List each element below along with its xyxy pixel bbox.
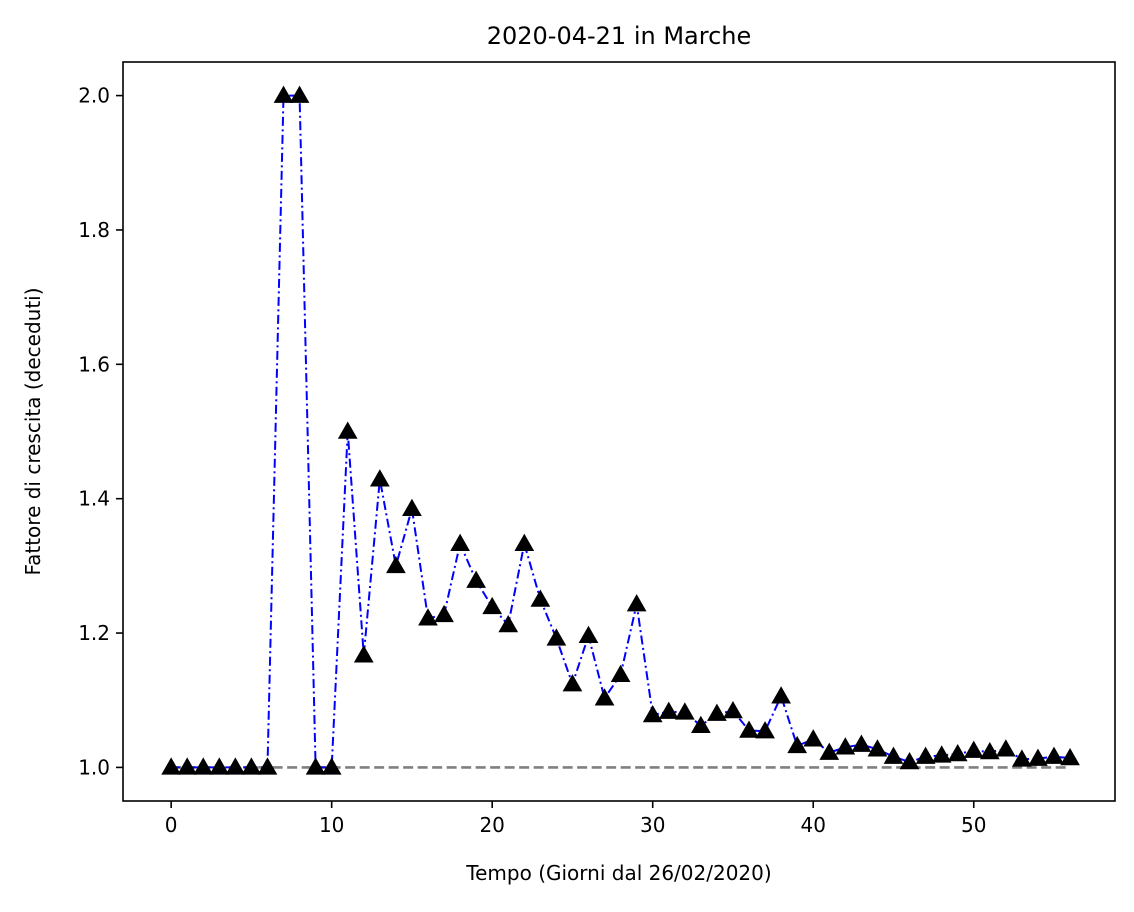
data-point-marker xyxy=(739,720,759,738)
chart-title: 2020-04-21 in Marche xyxy=(487,22,752,50)
plot-frame xyxy=(122,61,1116,802)
data-point-marker xyxy=(369,469,390,487)
y-tick-label: 1.6 xyxy=(78,352,110,376)
y-tick-label: 2.0 xyxy=(78,84,110,108)
data-point-marker xyxy=(273,85,294,103)
data-point-marker xyxy=(257,757,278,775)
data-point-marker xyxy=(562,674,583,692)
data-point-marker xyxy=(241,757,262,775)
data-point-marker xyxy=(723,700,743,719)
data-point-marker xyxy=(691,715,711,734)
data-point-marker xyxy=(1012,749,1032,767)
data-point-marker xyxy=(771,686,791,704)
data-point-marker xyxy=(707,703,727,721)
x-tick-label: 20 xyxy=(479,813,504,837)
data-point-marker xyxy=(931,745,952,763)
data-point-marker xyxy=(386,555,406,574)
data-point-marker xyxy=(337,421,358,439)
data-point-marker xyxy=(642,704,663,723)
data-point-marker xyxy=(835,737,856,755)
data-point-marker xyxy=(594,688,615,706)
x-tick-label: 0 xyxy=(165,813,178,837)
data-point-marker xyxy=(979,741,1000,760)
x-axis-label: Tempo (Giorni dal 26/02/2020) xyxy=(465,861,771,885)
data-point-marker xyxy=(289,85,310,103)
data-point-marker xyxy=(819,742,840,760)
data-point-marker xyxy=(498,614,519,633)
x-tick-label: 10 xyxy=(319,813,344,837)
data-point-marker xyxy=(193,757,214,775)
data-point-marker xyxy=(1060,747,1080,766)
data-point-marker xyxy=(225,757,246,775)
data-point-marker xyxy=(177,757,198,775)
data-point-marker xyxy=(353,645,374,663)
data-point-marker xyxy=(305,757,326,775)
data-point-marker xyxy=(1044,746,1064,764)
data-point-marker xyxy=(514,533,535,551)
data-point-marker xyxy=(402,498,422,517)
data-point-marker xyxy=(867,739,888,757)
data-point-marker xyxy=(546,628,567,646)
data-point-marker xyxy=(658,701,679,719)
data-point-marker xyxy=(209,757,230,775)
x-tick-label: 50 xyxy=(961,813,986,837)
data-point-marker xyxy=(947,743,968,762)
data-point-marker xyxy=(851,734,872,752)
data-point-marker xyxy=(530,589,551,607)
data-point-marker xyxy=(626,594,647,612)
data-point-marker xyxy=(466,570,487,588)
data-point-marker xyxy=(963,740,984,758)
data-point-marker xyxy=(450,533,470,551)
data-point-marker xyxy=(161,757,182,775)
data-point-marker xyxy=(995,739,1016,757)
y-axis-label: Fattore di crescita (deceduti) xyxy=(21,287,45,575)
data-point-marker xyxy=(883,746,904,764)
data-point-marker xyxy=(434,604,454,623)
y-tick-label: 1.4 xyxy=(78,487,110,511)
x-tick-label: 30 xyxy=(640,813,665,837)
data-point-marker xyxy=(418,608,438,626)
data-point-marker xyxy=(482,596,503,615)
y-tick-label: 1.8 xyxy=(78,218,110,242)
data-point-marker xyxy=(674,702,695,720)
data-point-marker xyxy=(899,752,920,770)
data-point-marker xyxy=(1028,748,1048,766)
data-point-marker xyxy=(610,664,631,682)
data-point-marker xyxy=(787,735,808,754)
x-tick-label: 40 xyxy=(801,813,826,837)
data-point-marker xyxy=(321,757,342,775)
y-tick-label: 1.0 xyxy=(78,755,110,779)
data-point-marker xyxy=(803,729,824,747)
data-point-marker xyxy=(755,721,775,739)
data-point-marker xyxy=(915,746,936,764)
y-tick-label: 1.2 xyxy=(78,621,110,645)
data-point-marker xyxy=(578,625,599,643)
